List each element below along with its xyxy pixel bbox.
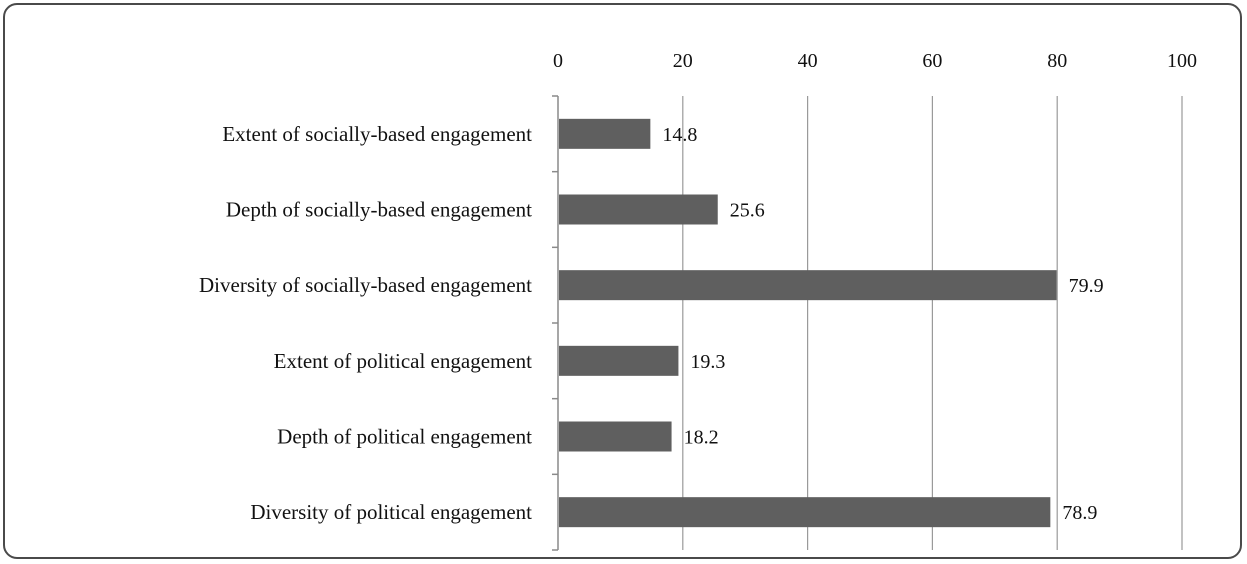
data-label: 78.9 (1062, 502, 1097, 524)
bar (559, 118, 651, 149)
data-label: 14.8 (662, 124, 697, 146)
x-tick-label: 80 (1047, 50, 1067, 72)
bar (559, 497, 1051, 528)
data-label: 19.3 (690, 351, 725, 373)
category-label: Diversity of socially-based engagement (199, 273, 532, 297)
x-tick-label: 100 (1167, 50, 1197, 72)
category-label: Extent of socially-based engagement (222, 122, 532, 146)
category-label: Depth of political engagement (277, 425, 532, 449)
data-label: 18.2 (684, 427, 719, 449)
x-tick-label: 60 (922, 50, 942, 72)
chart-frame: 0 20 40 60 80 100 Extent of socially-based eng… (3, 3, 1242, 559)
x-tick-label: 20 (673, 50, 693, 72)
x-tick-label: 40 (798, 50, 818, 72)
data-label: 25.6 (730, 200, 765, 222)
bar (559, 421, 672, 452)
bar (559, 194, 718, 225)
x-tick-label: 0 (553, 50, 563, 72)
category-label: Extent of political engagement (274, 349, 532, 373)
bar (559, 270, 1057, 301)
bar-chart: 0 20 40 60 80 100 Extent of socially-based eng… (199, 50, 1197, 551)
category-label: Depth of socially-based engagement (226, 198, 532, 222)
bar (559, 345, 679, 376)
category-label: Diversity of political engagement (250, 500, 532, 524)
data-label: 79.9 (1069, 275, 1104, 297)
